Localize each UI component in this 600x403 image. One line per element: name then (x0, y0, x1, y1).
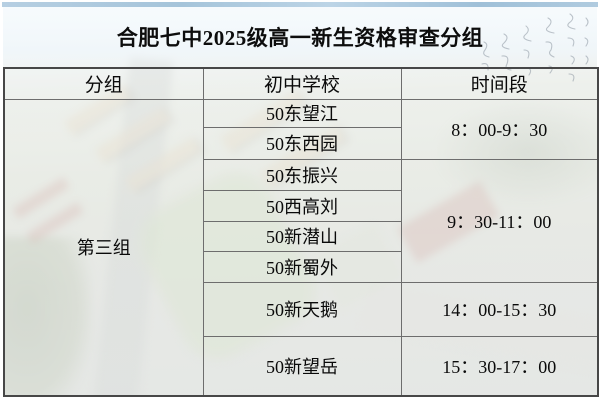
header-school: 初中学校 (202, 67, 402, 100)
school-cell: 50东西园 (202, 126, 402, 160)
header-time: 时间段 (400, 67, 599, 100)
time-cell: 9：30-11：00 (400, 158, 599, 283)
table-row: 50新望岳 15：30-17：00 (4, 335, 599, 397)
table-row: 50东振兴 9：30-11：00 (4, 158, 599, 283)
time-cell: 14：00-15：30 (400, 281, 599, 337)
school-cell: 50新蜀外 (202, 250, 402, 283)
school-cell: 50新天鹅 (202, 281, 402, 337)
top-accent-bar (2, 2, 598, 7)
school-cell: 50新望岳 (202, 335, 402, 397)
school-cell: 50新潜山 (202, 220, 402, 252)
table-row: 第三组 50东望江 8：00-9：30 (3, 98, 599, 397)
grouping-table: 分组 初中学校 时间段 第三组 50东望江 8：00-9：30 50东西园 50… (3, 67, 599, 397)
header-group: 分组 (3, 67, 204, 100)
page-title: 合肥七中2025级高一新生资格审查分组 (116, 26, 484, 50)
time-cell: 8：00-9：30 (400, 98, 599, 160)
school-cell: 50东振兴 (202, 158, 402, 191)
time-cell: 15：30-17：00 (400, 335, 599, 397)
table-row: 50西高刘 (4, 189, 598, 222)
school-cell: 50东望江 (202, 98, 402, 128)
table-row: 50新天鹅 14：00-15：30 (4, 281, 599, 337)
table-row: 50新潜山 (4, 220, 598, 252)
school-cell: 50西高刘 (202, 189, 402, 222)
table-row: 50新蜀外 (4, 250, 598, 283)
table-header-row: 分组 初中学校 时间段 (3, 67, 599, 100)
table-row: 50东西园 (4, 126, 598, 160)
group-cell: 第三组 (3, 98, 204, 397)
